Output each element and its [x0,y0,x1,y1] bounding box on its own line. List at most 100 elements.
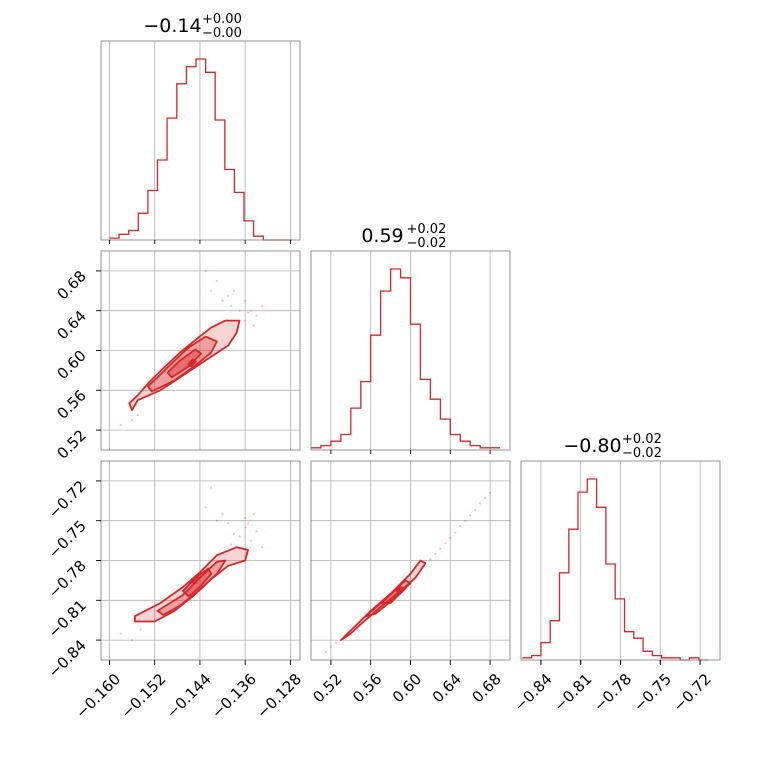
pair-0-point-11 [131,419,134,422]
x-axis-1-tick-label-1: 0.56 [349,670,385,706]
x-axis-0-tick-label-2: −0.144 [163,670,215,722]
y-axis-2-tick-label-1: −0.81 [45,596,90,641]
pair-1-point-6 [261,546,264,549]
pair-0-point-0 [204,269,207,272]
pair-0-point-17 [246,311,250,314]
pair-0-point-7 [221,299,224,302]
pair-0-point-12 [119,424,122,427]
pair-1-point-0 [204,506,207,509]
pair-1-point-11 [131,639,134,642]
pair-0-level-3-line [187,358,197,368]
pair-2-level-3-line [395,586,402,594]
pair-2-point-2 [449,536,452,540]
y-axis-1-tick-label-0: 0.52 [53,426,89,462]
pair-2-point-12 [464,519,467,522]
y-axis-1-tick-label-2: 0.60 [53,347,89,383]
pair-1-point-1 [215,519,218,522]
x-axis-1-tick-label-2: 0.60 [389,670,425,706]
y-axis-1-tick-label-3: 0.64 [53,307,89,343]
param-1-title-minus: −0.02 [407,236,447,251]
pair-0-point-2 [232,289,235,292]
pair-1-level-2-fill [183,568,212,597]
pair-0-point-15 [252,324,255,327]
x-axis-1-tick-label-4: 0.68 [469,670,505,706]
pair-0-point-8 [227,294,230,297]
pair-1-point-16 [229,543,233,546]
pair-1-point-3 [244,526,247,529]
x-axis-1-tick-label-0: 0.52 [309,670,345,706]
pair-1-level-1-line [156,559,227,616]
pair-2-point-11 [454,531,457,534]
pair-2-point-14 [484,497,487,500]
pair-2-point-15 [334,641,337,644]
pair-0-point-6 [261,304,264,307]
y-axis-2-tick-label-4: −0.72 [45,477,90,522]
pair-2-level-2-line [379,586,407,604]
param-2-title-minus: −0.02 [622,446,662,461]
pair-0-point-16 [229,304,233,307]
param-0-title-median: −0.14 [143,15,201,37]
param-1-title-plus: +0.02 [407,222,447,237]
pair-2-point-9 [434,552,437,556]
pair-0-point-9 [244,319,247,322]
pair-1-point-14 [210,486,213,489]
pair-1-point-9 [244,516,247,520]
histogram-0-steps [109,58,293,241]
pair-0-level-1-line [147,335,218,393]
pair-0-point-1 [215,279,218,282]
y-axis-2-tick-label-2: −0.78 [45,557,90,602]
pair-1-level-3-line [190,575,200,584]
histogram-1-steps [311,268,500,449]
pair-2-point-13 [474,509,477,512]
pair-2-point-7 [329,645,332,648]
pair-1-point-10 [238,535,241,538]
pair-2-point-0 [429,558,432,561]
pair-1-point-4 [249,539,252,542]
pair-2-point-6 [489,491,492,494]
param-2-title-plus: +0.02 [622,432,662,447]
param-1-title-median: 0.59 [361,225,403,247]
x-axis-0-tick-label-0: −0.160 [72,670,124,722]
pair-1-level-0-fill [134,547,248,622]
histogram-2-steps [522,478,709,661]
x-axis-2-tick-label-1: −0.81 [550,670,595,715]
pair-0-point-5 [255,314,258,317]
pair-0-level-0-fill [129,320,240,411]
pair-0-point-14 [210,289,213,292]
pair-1-point-17 [246,522,250,525]
pair-1-point-13 [139,628,142,631]
param-0-title-plus: +0.00 [202,12,242,27]
pair-0-level-2-line [166,348,202,379]
pair-1-point-2 [232,532,235,536]
x-axis-1-tick-label-3: 0.64 [429,670,465,706]
x-axis-2-tick-label-3: −0.75 [630,670,675,715]
x-axis-0-tick-label-3: −0.136 [208,670,260,722]
pair-2-point-3 [459,524,462,528]
pair-0-level-2-fill [167,349,202,378]
histogram-0-frame [100,40,301,241]
pair-2-point-8 [324,650,327,654]
pair-1-point-8 [227,522,230,525]
x-axis-2-tick-label-4: −0.72 [670,670,715,715]
pair-0-point-3 [244,299,247,302]
y-axis-2-tick-label-3: −0.75 [45,517,90,562]
pair-1-point-12 [119,632,122,635]
pair-0-point-4 [249,309,252,312]
pair-1-point-15 [252,513,255,516]
y-axis-2-tick-label-0: −0.84 [45,636,90,681]
pair-0-point-13 [136,414,139,417]
pair-2-point-10 [444,542,447,545]
pair-1-point-5 [255,530,258,533]
x-axis-0-tick-label-4: −0.128 [253,670,305,722]
pair-0-level-1-fill [147,336,217,392]
x-axis-2-tick-label-0: −0.84 [510,670,555,715]
param-0-title-minus: −0.00 [202,26,242,41]
x-axis-2-tick-label-2: −0.78 [590,670,635,715]
y-axis-1-tick-label-1: 0.56 [53,386,89,422]
pair-0-point-10 [238,309,241,312]
pair-2-point-5 [479,502,482,505]
y-axis-1-tick-label-4: 0.68 [53,267,89,303]
pair-2-point-4 [469,514,472,517]
pair-1-point-7 [221,513,224,516]
